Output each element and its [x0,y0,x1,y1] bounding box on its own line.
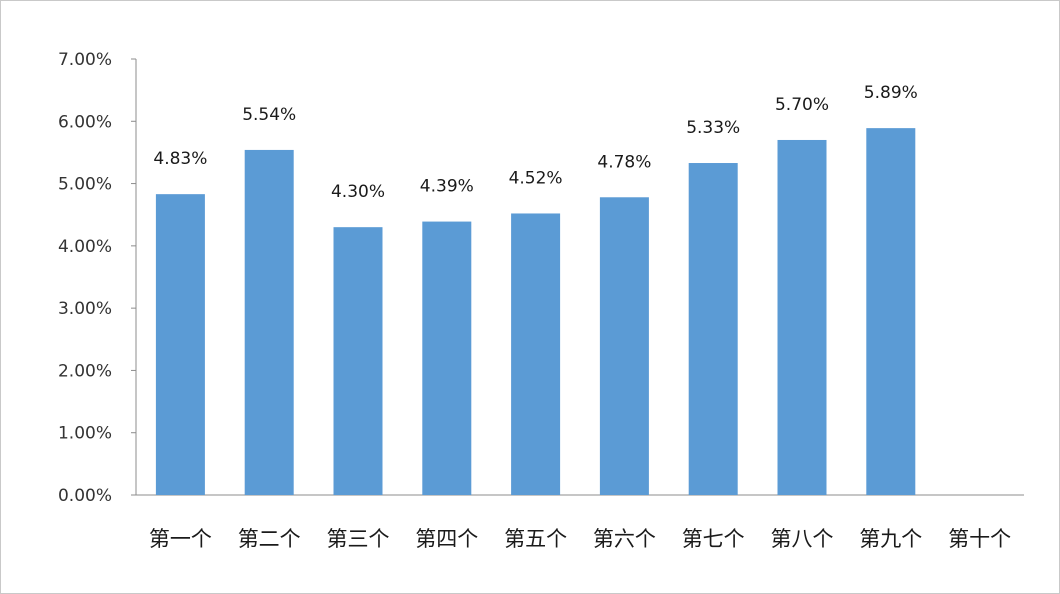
bar [688,163,738,495]
category-label: 第六个 [593,527,656,551]
y-tick-label: 6.00% [58,112,112,132]
category-label: 第八个 [771,527,834,551]
bar [244,149,294,496]
category-label: 第四个 [415,527,478,551]
category-label: 第七个 [682,527,745,551]
bar [599,197,649,495]
bar [777,139,827,495]
bar [511,213,561,495]
category-label: 第一个 [149,527,212,551]
data-label: 5.33% [686,118,740,138]
y-axis: 0.00% 1.00% 2.00% 3.00% 4.00% 5.00% 6.00% 7.00% [58,50,137,506]
data-label: 5.54% [242,105,296,125]
bar [155,194,205,495]
data-label: 5.89% [864,83,918,103]
bars [155,128,916,496]
category-labels: 第一个 第二个 第三个 第四个 第五个 第六个 第七个 第八个 第九个 第十个 [149,527,1011,551]
y-tick-label: 3.00% [58,299,112,319]
data-label: 4.39% [420,177,474,197]
data-label: 4.78% [597,152,651,172]
bar [866,128,916,495]
category-label: 第十个 [948,527,1011,551]
y-tick-label: 4.00% [58,237,112,257]
bar [333,227,383,495]
category-label: 第二个 [238,527,301,551]
data-label: 4.30% [331,182,385,202]
y-tick-label: 7.00% [58,50,112,70]
y-tick-label: 2.00% [58,361,112,381]
data-label: 4.83% [153,149,207,169]
data-labels: 4.83% 5.54% 4.30% 4.39% 4.52% 4.78% 5.33% 5.70%… [153,83,917,202]
bar [422,221,472,495]
category-label: 第九个 [859,527,922,551]
y-tick-label: 0.00% [58,486,112,506]
y-tick-label: 5.00% [58,175,112,195]
category-label: 第三个 [327,527,390,551]
y-tick-label: 1.00% [58,424,112,444]
category-label: 第五个 [504,527,567,551]
data-label: 5.70% [775,95,829,115]
data-label: 4.52% [509,168,563,188]
